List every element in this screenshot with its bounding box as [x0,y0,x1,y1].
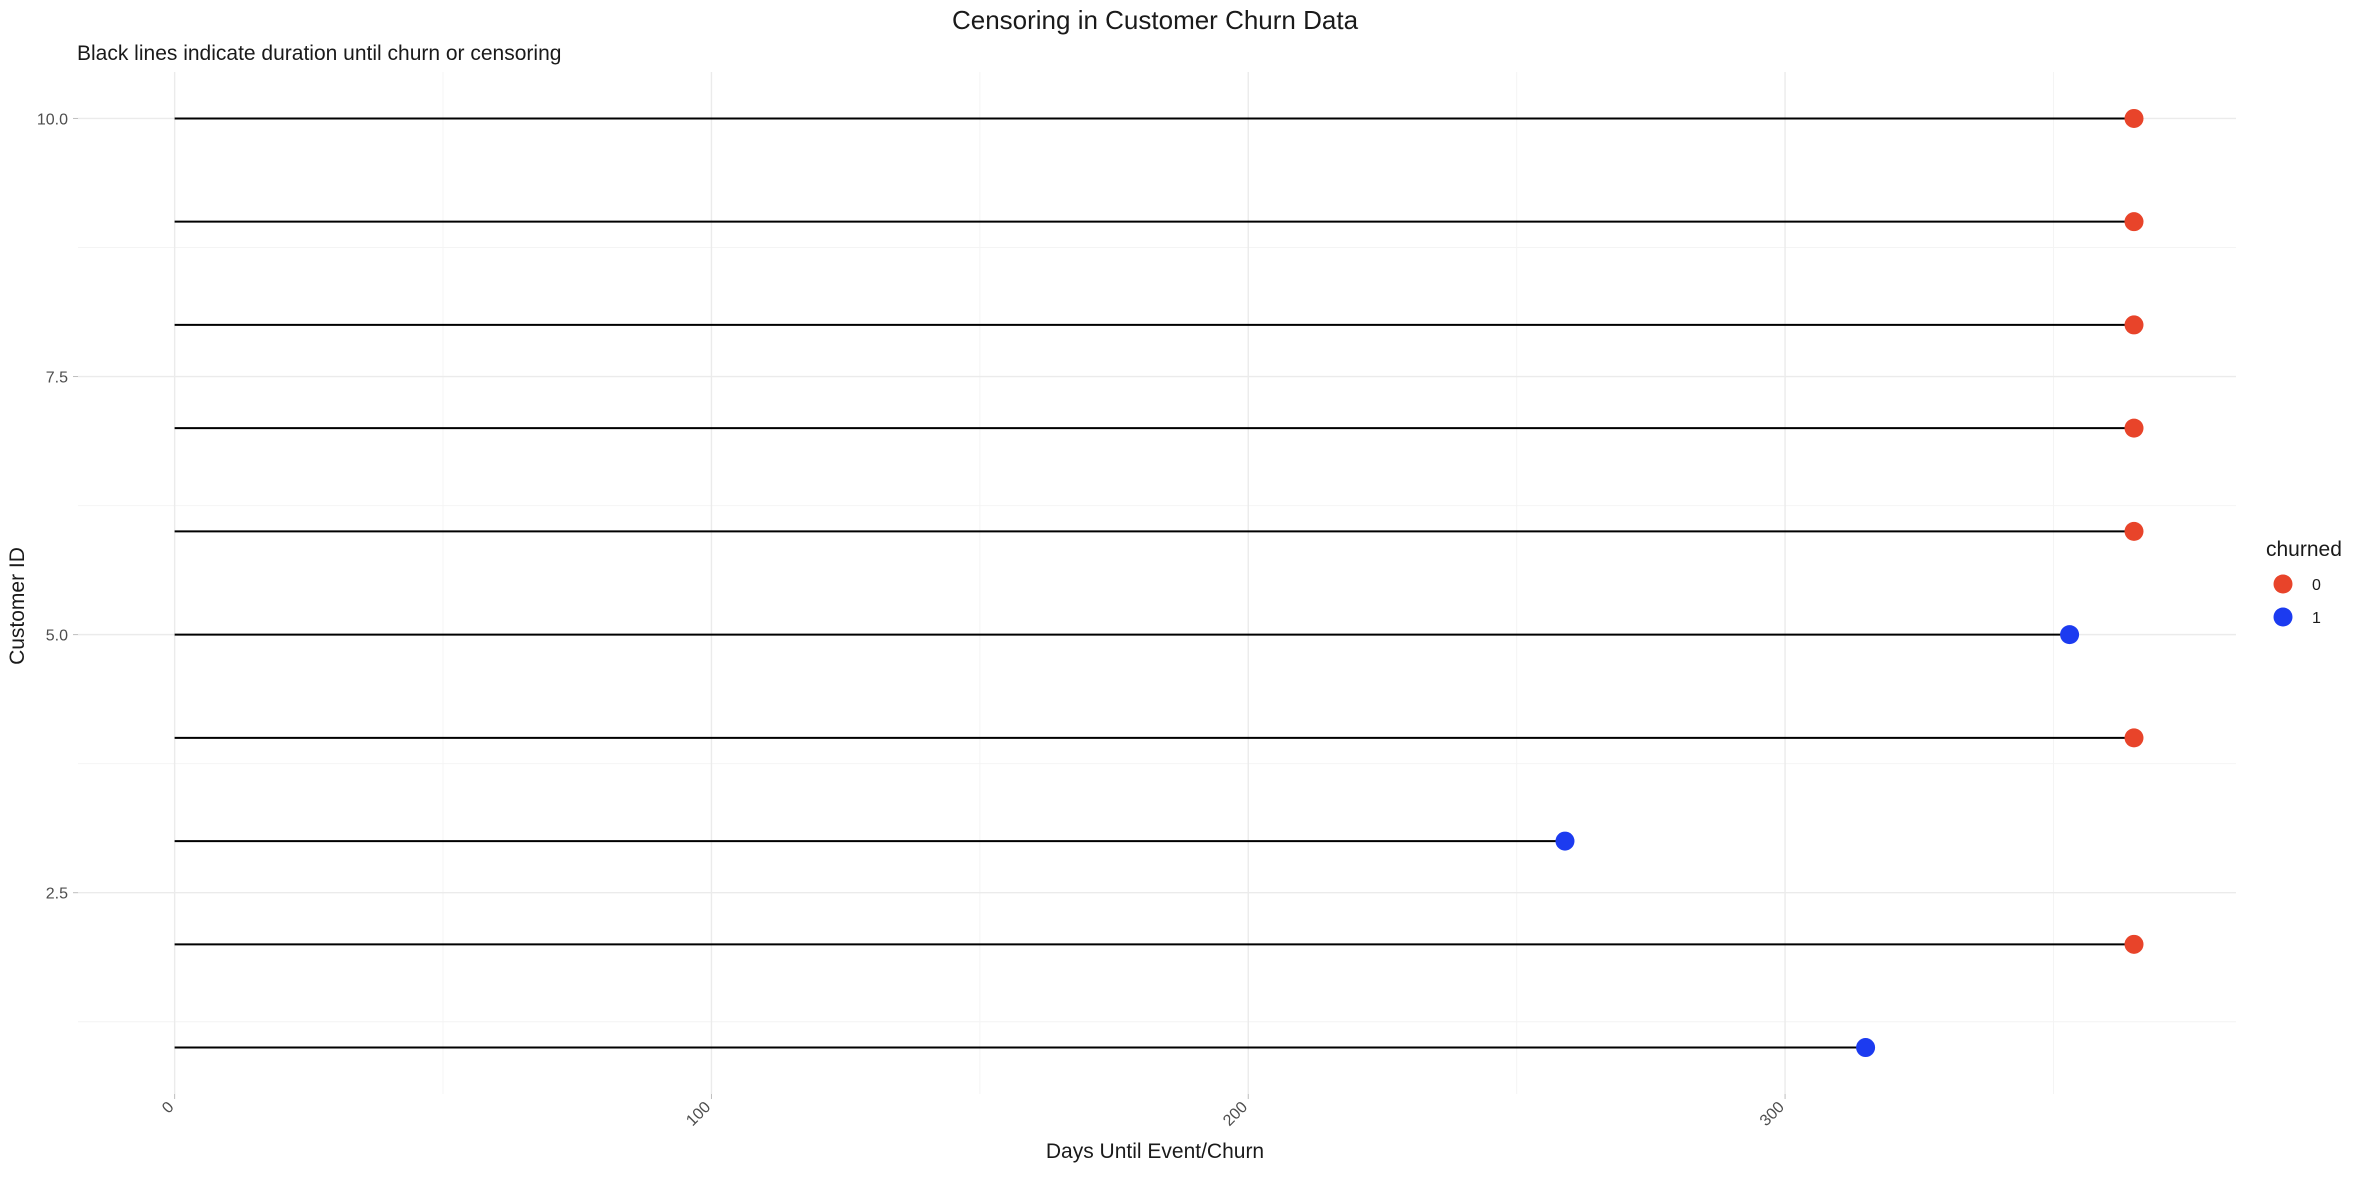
churn-point [1555,831,1575,851]
churn-point [2060,625,2080,645]
x-axis-title: Days Until Event/Churn [1046,1140,1264,1163]
x-tick-label: 100 [683,1099,714,1130]
y-tick-label: 2.5 [46,886,68,903]
y-tick-label: 5.0 [46,628,68,645]
chart-title: Censoring in Customer Churn Data [952,5,1359,35]
y-tick-label: 10.0 [37,111,68,128]
legend: churned 0 1 [2266,538,2342,627]
legend-key-1 [2273,607,2293,627]
x-tick-label: 0 [159,1099,177,1117]
churn-point [1856,1038,1876,1058]
y-axis: 2.5 5.0 7.5 10.0 [37,111,78,903]
churn-point [2124,108,2144,128]
churn-point [2124,728,2144,748]
points [1555,108,2144,1058]
x-axis: 0 100 200 300 [159,1094,1788,1130]
legend-label-0: 0 [2312,577,2321,594]
churn-point [2124,521,2144,541]
x-tick-label: 200 [1220,1099,1251,1130]
churn-point [2124,934,2144,954]
chart-subtitle: Black lines indicate duration until chur… [77,42,561,65]
churn-point [2124,418,2144,438]
segments [174,117,2135,1049]
legend-title: churned [2266,538,2342,561]
legend-label-1: 1 [2312,610,2321,627]
churn-point [2124,315,2144,335]
grid [78,72,2236,1094]
y-axis-title: Customer ID [6,547,29,665]
x-tick-label: 300 [1757,1099,1788,1130]
y-tick-label: 7.5 [46,370,68,387]
churn-point [2124,212,2144,232]
legend-key-0 [2273,574,2293,594]
